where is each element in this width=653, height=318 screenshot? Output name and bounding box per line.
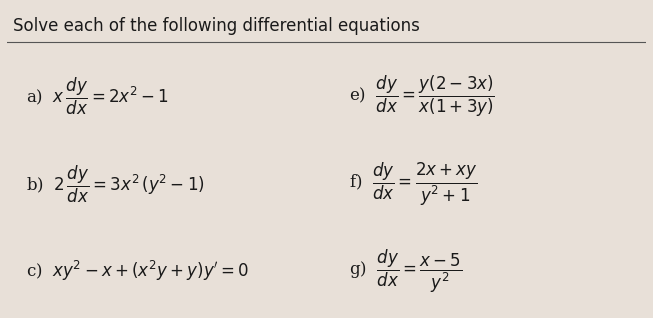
Text: a)  $x\,\dfrac{dy}{dx} = 2x^2 - 1$: a) $x\,\dfrac{dy}{dx} = 2x^2 - 1$ <box>25 76 168 117</box>
Text: b)  $2\,\dfrac{dy}{dx} = 3x^2\,(y^2 - 1)$: b) $2\,\dfrac{dy}{dx} = 3x^2\,(y^2 - 1)$ <box>25 163 204 204</box>
Text: g)  $\dfrac{dy}{dx} = \dfrac{x-5}{y^2}$: g) $\dfrac{dy}{dx} = \dfrac{x-5}{y^2}$ <box>349 247 462 295</box>
Text: e)  $\dfrac{dy}{dx} = \dfrac{y(2-3x)}{x(1+3y)}$: e) $\dfrac{dy}{dx} = \dfrac{y(2-3x)}{x(1… <box>349 74 495 119</box>
Text: f)  $\dfrac{dy}{dx} = \dfrac{2x + xy}{y^2 + 1}$: f) $\dfrac{dy}{dx} = \dfrac{2x + xy}{y^2… <box>349 160 478 208</box>
Text: c)  $xy^2 - x + (x^2y + y)y' = 0$: c) $xy^2 - x + (x^2y + y)y' = 0$ <box>25 259 249 283</box>
Text: Solve each of the following differential equations: Solve each of the following differential… <box>13 17 420 35</box>
